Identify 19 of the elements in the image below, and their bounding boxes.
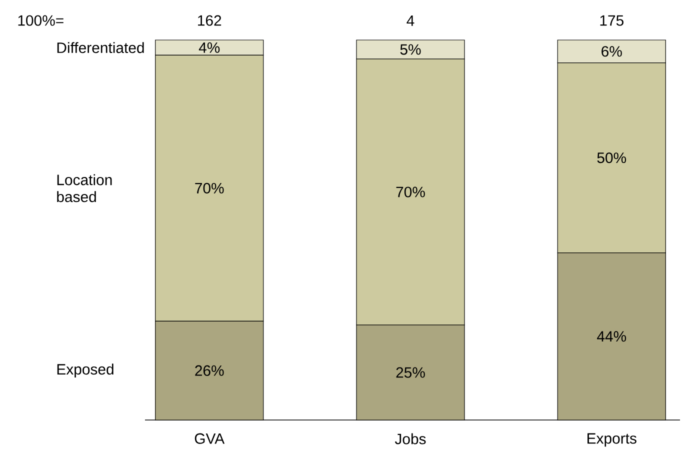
text: 100%= [18,15,64,26]
data-label: 5% [400,44,421,55]
data-label: 44% [597,331,626,342]
text: Exposed [57,364,114,378]
data-label: 25% [396,367,425,378]
text: 175 [600,15,624,26]
data-label: 6% [602,46,622,57]
data-label: 4% [198,42,220,53]
x-tick-label: Exports [588,433,636,447]
data-label: 26% [195,365,224,376]
series-label: Differentiated [57,42,144,54]
data-label: 70% [396,186,425,198]
text: 162 [198,15,222,26]
x-tick-label: Jobs [394,433,426,444]
text: Location based [57,174,112,202]
data-label: 50% [597,152,626,164]
data-label: 70% [195,182,224,194]
text: 4 [406,16,414,26]
x-tick-label: GVA [194,433,225,444]
